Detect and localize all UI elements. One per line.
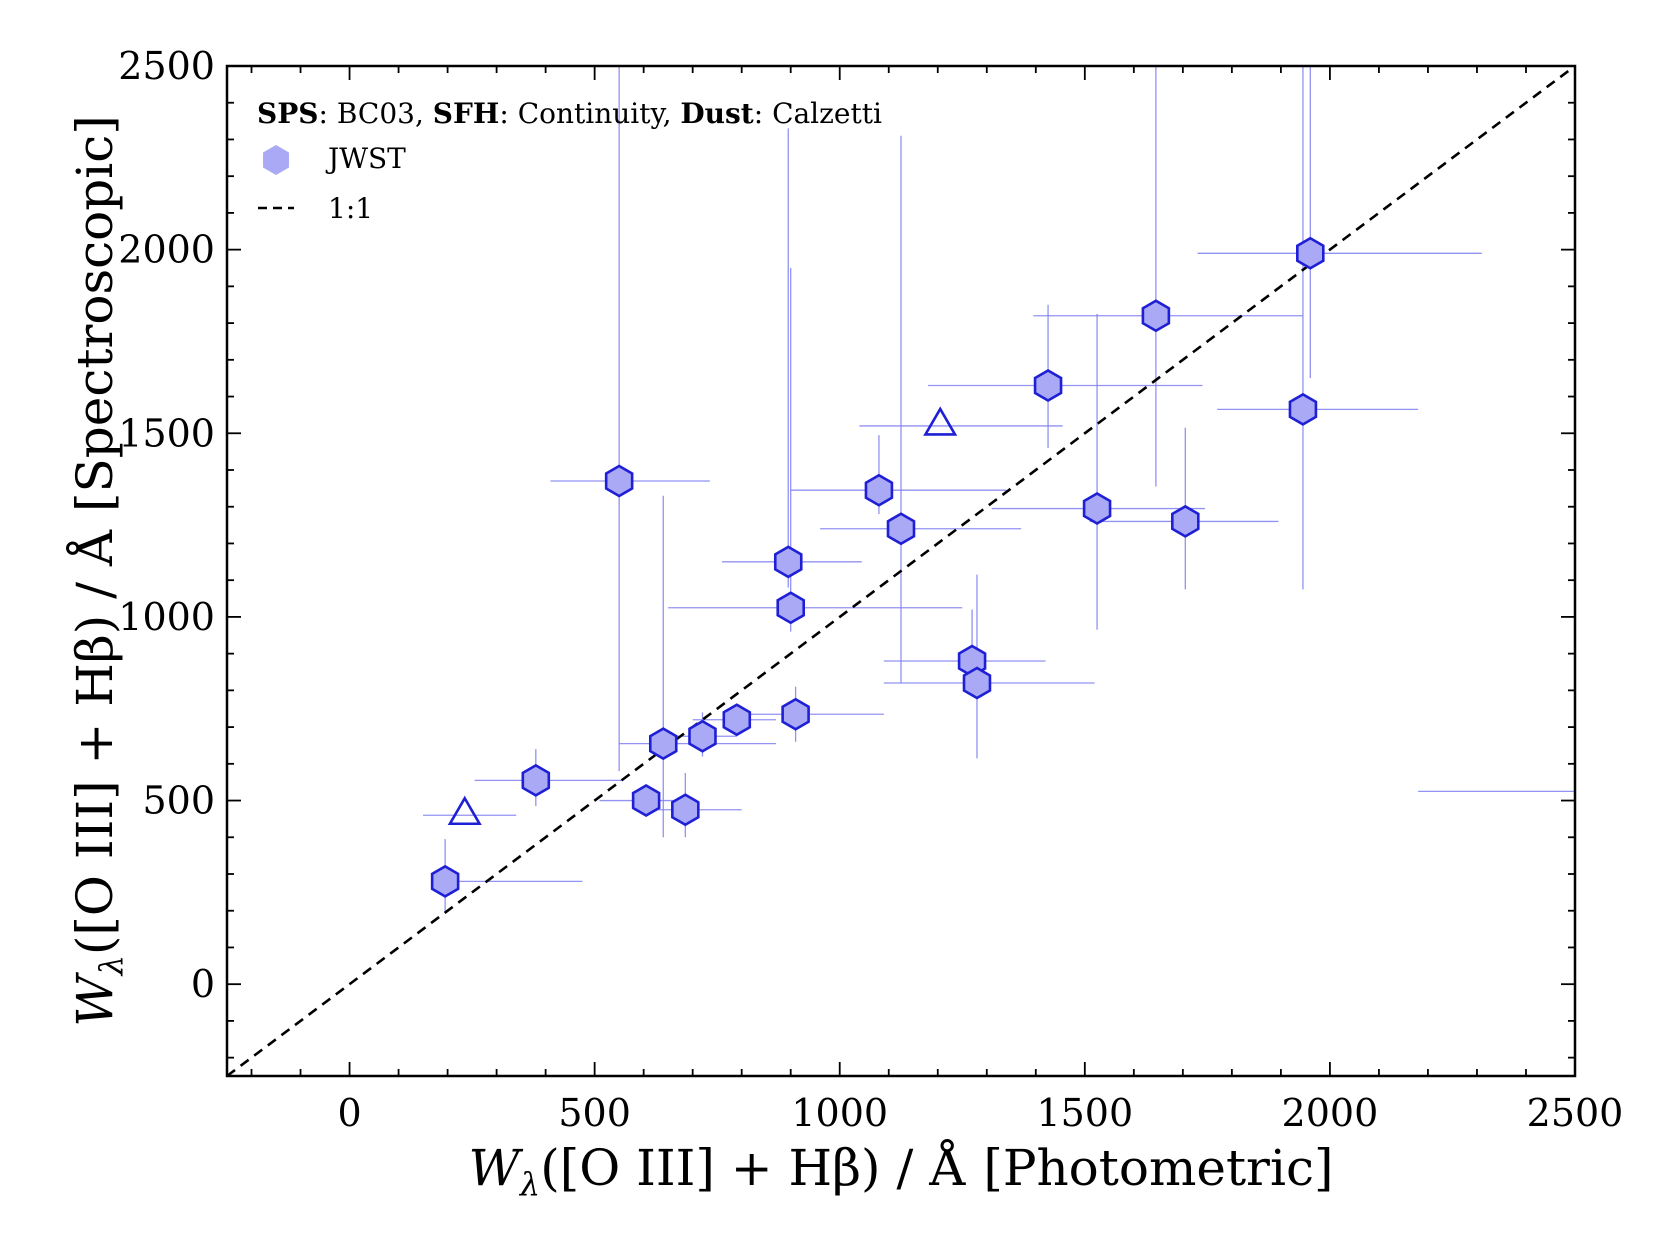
jwst-hexagon-point bbox=[1296, 236, 1325, 270]
x-tick-label: 1500 bbox=[1036, 1091, 1133, 1135]
y-tick-label: 2500 bbox=[118, 44, 215, 88]
jwst-hexagon-point bbox=[864, 473, 894, 507]
y-tick-label: 500 bbox=[142, 779, 215, 823]
legend: JWST 1:1 bbox=[258, 142, 406, 225]
annotation-part: : Continuity, bbox=[499, 97, 680, 130]
jwst-hexagon-point bbox=[1033, 369, 1063, 403]
y-tick-label: 2000 bbox=[118, 228, 215, 272]
y-tick-label: 1500 bbox=[118, 411, 215, 455]
jwst-hexagon-point bbox=[688, 719, 717, 753]
plot-frame bbox=[225, 64, 1577, 1078]
jwst-hexagon-point bbox=[521, 763, 551, 797]
x-tick-label: 500 bbox=[558, 1091, 631, 1135]
jwst-hexagon-point bbox=[1171, 504, 1200, 538]
jwst-hexagon-point bbox=[886, 512, 916, 546]
x-tick-label: 0 bbox=[337, 1091, 361, 1135]
legend-label-jwst: JWST bbox=[325, 142, 406, 175]
annotation-part: SFH bbox=[433, 97, 500, 130]
annotation-part: : BC03, bbox=[319, 97, 433, 130]
annotation-part: : Calzetti bbox=[754, 97, 882, 130]
x-tick-label: 1000 bbox=[791, 1091, 888, 1135]
y-tick-label: 0 bbox=[191, 962, 215, 1006]
jwst-hexagon-point bbox=[781, 697, 810, 731]
triangle-point bbox=[923, 406, 958, 436]
x-tick-label: 2500 bbox=[1527, 1091, 1624, 1135]
jwst-hexagon-point bbox=[648, 727, 678, 761]
x-tick-label: 2000 bbox=[1282, 1091, 1379, 1135]
one-to-one-line bbox=[227, 66, 1575, 1076]
jwst-hexagon-point bbox=[604, 464, 634, 498]
jwst-hexagon-point bbox=[1082, 492, 1112, 526]
jwst-hexagon-point bbox=[962, 666, 992, 700]
x-axis-title: Wλ([O III] + Hβ) / Å [Photometric] bbox=[469, 1138, 1334, 1203]
jwst-hexagon-point bbox=[430, 864, 460, 898]
annotation-part: SPS bbox=[257, 97, 319, 130]
legend-hexagon-marker bbox=[263, 145, 289, 175]
y-axis-title: Wλ([O III] + Hβ) / Å[Spectroscopic] bbox=[65, 115, 130, 1027]
jwst-hexagon-point bbox=[722, 703, 752, 737]
jwst-hexagon-point bbox=[776, 591, 806, 625]
jwst-hexagon-point bbox=[631, 784, 661, 818]
triangle-point bbox=[447, 795, 482, 826]
jwst-hexagon-point bbox=[1288, 392, 1318, 426]
annotation-part: Dust bbox=[680, 97, 753, 130]
chart-annotation: SPS: BC03, SFH: Continuity, Dust: Calzet… bbox=[257, 97, 882, 130]
legend-label-1-1: 1:1 bbox=[328, 192, 373, 225]
jwst-hexagon-point bbox=[671, 793, 700, 827]
jwst-hexagon-point bbox=[1141, 299, 1171, 333]
jwst-hexagon-point bbox=[773, 545, 803, 579]
y-tick-label: 1000 bbox=[118, 595, 215, 639]
